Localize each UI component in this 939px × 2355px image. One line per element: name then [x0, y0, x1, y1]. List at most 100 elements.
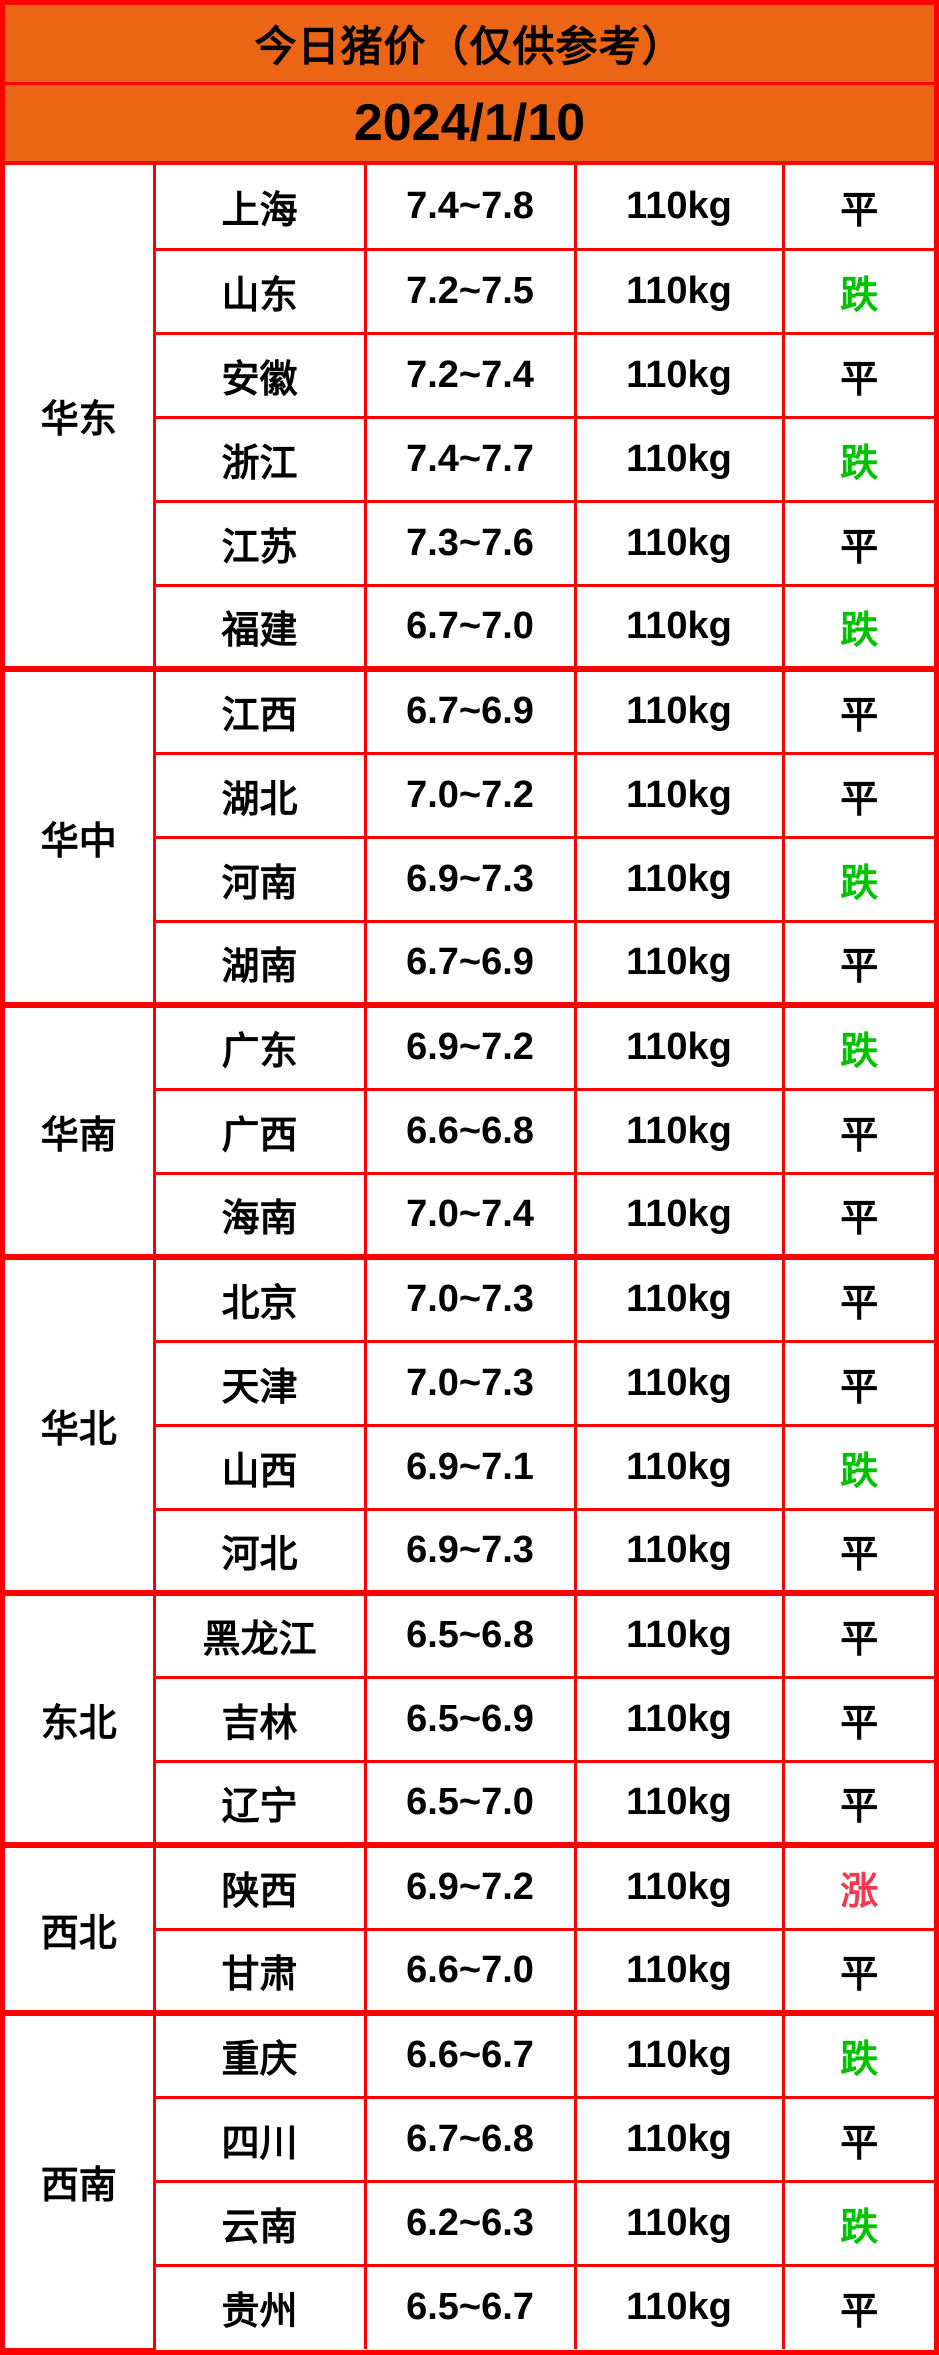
status-cell: 平	[781, 1087, 934, 1175]
province-cell: 甘肃	[154, 1927, 367, 2015]
weight-cell: 110kg	[573, 666, 785, 755]
price-cell: 7.4~7.7	[363, 415, 577, 503]
weight-cell: 110kg	[573, 583, 785, 671]
province-cell: 河南	[154, 835, 367, 923]
status-cell: 跌	[781, 2179, 934, 2267]
region-cell: 华北	[5, 1254, 156, 1595]
status-cell: 平	[781, 1339, 934, 1427]
region-cell: 西北	[5, 1842, 156, 2015]
weight-cell: 110kg	[573, 1339, 785, 1427]
status-cell: 跌	[781, 2010, 934, 2099]
price-cell: 6.9~7.3	[363, 835, 577, 923]
price-cell: 6.2~6.3	[363, 2179, 577, 2267]
price-cell: 7.3~7.6	[363, 499, 577, 587]
table-row: 吉林 6.5~6.9 110kg 平	[5, 1675, 934, 1763]
province-cell: 湖南	[154, 919, 367, 1007]
table-row: 安徽 7.2~7.4 110kg 平	[5, 331, 934, 419]
status-cell: 平	[781, 1590, 934, 1679]
price-cell: 6.6~7.0	[363, 1927, 577, 2015]
region-cell: 东北	[5, 1590, 156, 1847]
weight-cell: 110kg	[573, 2095, 785, 2183]
status-cell: 平	[781, 2095, 934, 2183]
province-cell: 海南	[154, 1171, 367, 1259]
price-cell: 7.0~7.4	[363, 1171, 577, 1259]
weight-cell: 110kg	[573, 1590, 785, 1679]
region-cell: 华东	[5, 165, 156, 671]
table-row: 云南 6.2~6.3 110kg 跌	[5, 2179, 934, 2267]
price-cell: 6.7~7.0	[363, 583, 577, 671]
price-cell: 7.4~7.8	[363, 165, 577, 251]
status-cell: 平	[781, 499, 934, 587]
price-cell: 6.6~6.7	[363, 2010, 577, 2099]
province-cell: 山西	[154, 1423, 367, 1511]
price-cell: 6.6~6.8	[363, 1087, 577, 1175]
weight-cell: 110kg	[573, 1927, 785, 2015]
table-row: 江苏 7.3~7.6 110kg 平	[5, 499, 934, 587]
province-cell: 安徽	[154, 331, 367, 419]
status-cell: 平	[781, 1507, 934, 1595]
price-cell: 7.0~7.3	[363, 1339, 577, 1427]
weight-cell: 110kg	[573, 1842, 785, 1931]
province-cell: 贵州	[154, 2263, 367, 2349]
price-cell: 6.9~7.2	[363, 1842, 577, 1931]
province-cell: 江苏	[154, 499, 367, 587]
price-cell: 6.7~6.8	[363, 2095, 577, 2183]
page-title: 今日猪价（仅供参考）	[5, 5, 934, 85]
weight-cell: 110kg	[573, 2179, 785, 2267]
weight-cell: 110kg	[573, 1675, 785, 1763]
status-cell: 涨	[781, 1842, 934, 1931]
weight-cell: 110kg	[573, 1087, 785, 1175]
price-cell: 7.2~7.5	[363, 247, 577, 335]
province-cell: 广东	[152, 1002, 367, 1091]
sheet-date: 2024/1/10	[5, 85, 934, 165]
province-cell: 重庆	[152, 2010, 367, 2099]
price-cell: 6.9~7.3	[363, 1507, 577, 1595]
status-cell: 平	[781, 666, 934, 755]
price-cell: 6.5~6.8	[363, 1590, 577, 1679]
status-cell: 平	[781, 1171, 934, 1259]
table-row: 西北 陕西 6.9~7.2 110kg 涨	[5, 1842, 934, 2015]
price-cell: 6.9~7.2	[363, 1002, 577, 1091]
region-cell: 西南	[5, 2010, 156, 2351]
table-row: 广西 6.6~6.8 110kg 平	[5, 1087, 934, 1175]
status-cell: 跌	[781, 1423, 934, 1511]
province-cell: 山东	[154, 247, 367, 335]
table-row: 山西 6.9~7.1 110kg 跌	[5, 1423, 934, 1511]
province-cell: 上海	[152, 165, 367, 251]
price-cell: 7.0~7.2	[363, 751, 577, 839]
table-row: 海南 7.0~7.4 110kg 平	[5, 1171, 934, 1259]
status-cell: 跌	[781, 583, 934, 671]
price-table: 华东 上海 7.4~7.8 110kg 平山东 7.2~7.5 110kg 跌安徽 7.2~7.…	[5, 165, 934, 2351]
table-row: 甘肃 6.6~7.0 110kg 平	[5, 1927, 934, 2015]
province-cell: 湖北	[154, 751, 367, 839]
table-row: 福建 6.7~7.0 110kg 跌	[5, 583, 934, 671]
province-cell: 浙江	[154, 415, 367, 503]
weight-cell: 110kg	[573, 2010, 785, 2099]
weight-cell: 110kg	[573, 499, 785, 587]
table-row: 西南 重庆 6.6~6.7 110kg 跌	[5, 2010, 934, 2351]
province-cell: 吉林	[154, 1675, 367, 1763]
province-cell: 四川	[154, 2095, 367, 2183]
province-cell: 云南	[154, 2179, 367, 2267]
status-cell: 平	[781, 331, 934, 419]
price-cell: 6.5~6.9	[363, 1675, 577, 1763]
status-cell: 跌	[781, 1002, 934, 1091]
weight-cell: 110kg	[573, 247, 785, 335]
table-row: 山东 7.2~7.5 110kg 跌	[5, 247, 934, 335]
price-cell: 6.7~6.9	[363, 919, 577, 1007]
status-cell: 平	[781, 751, 934, 839]
status-cell: 跌	[781, 835, 934, 923]
table-row: 华南 广东 6.9~7.2 110kg 跌	[5, 1002, 934, 1259]
status-cell: 平	[781, 1675, 934, 1763]
table-row: 天津 7.0~7.3 110kg 平	[5, 1339, 934, 1427]
weight-cell: 110kg	[573, 751, 785, 839]
table-row: 四川 6.7~6.8 110kg 平	[5, 2095, 934, 2183]
status-cell: 平	[781, 1254, 934, 1343]
table-row: 东北 黑龙江 6.5~6.8 110kg 平	[5, 1590, 934, 1847]
price-cell: 7.2~7.4	[363, 331, 577, 419]
province-cell: 福建	[154, 583, 367, 671]
table-row: 河南 6.9~7.3 110kg 跌	[5, 835, 934, 923]
weight-cell: 110kg	[573, 1171, 785, 1259]
province-cell: 黑龙江	[152, 1590, 367, 1679]
